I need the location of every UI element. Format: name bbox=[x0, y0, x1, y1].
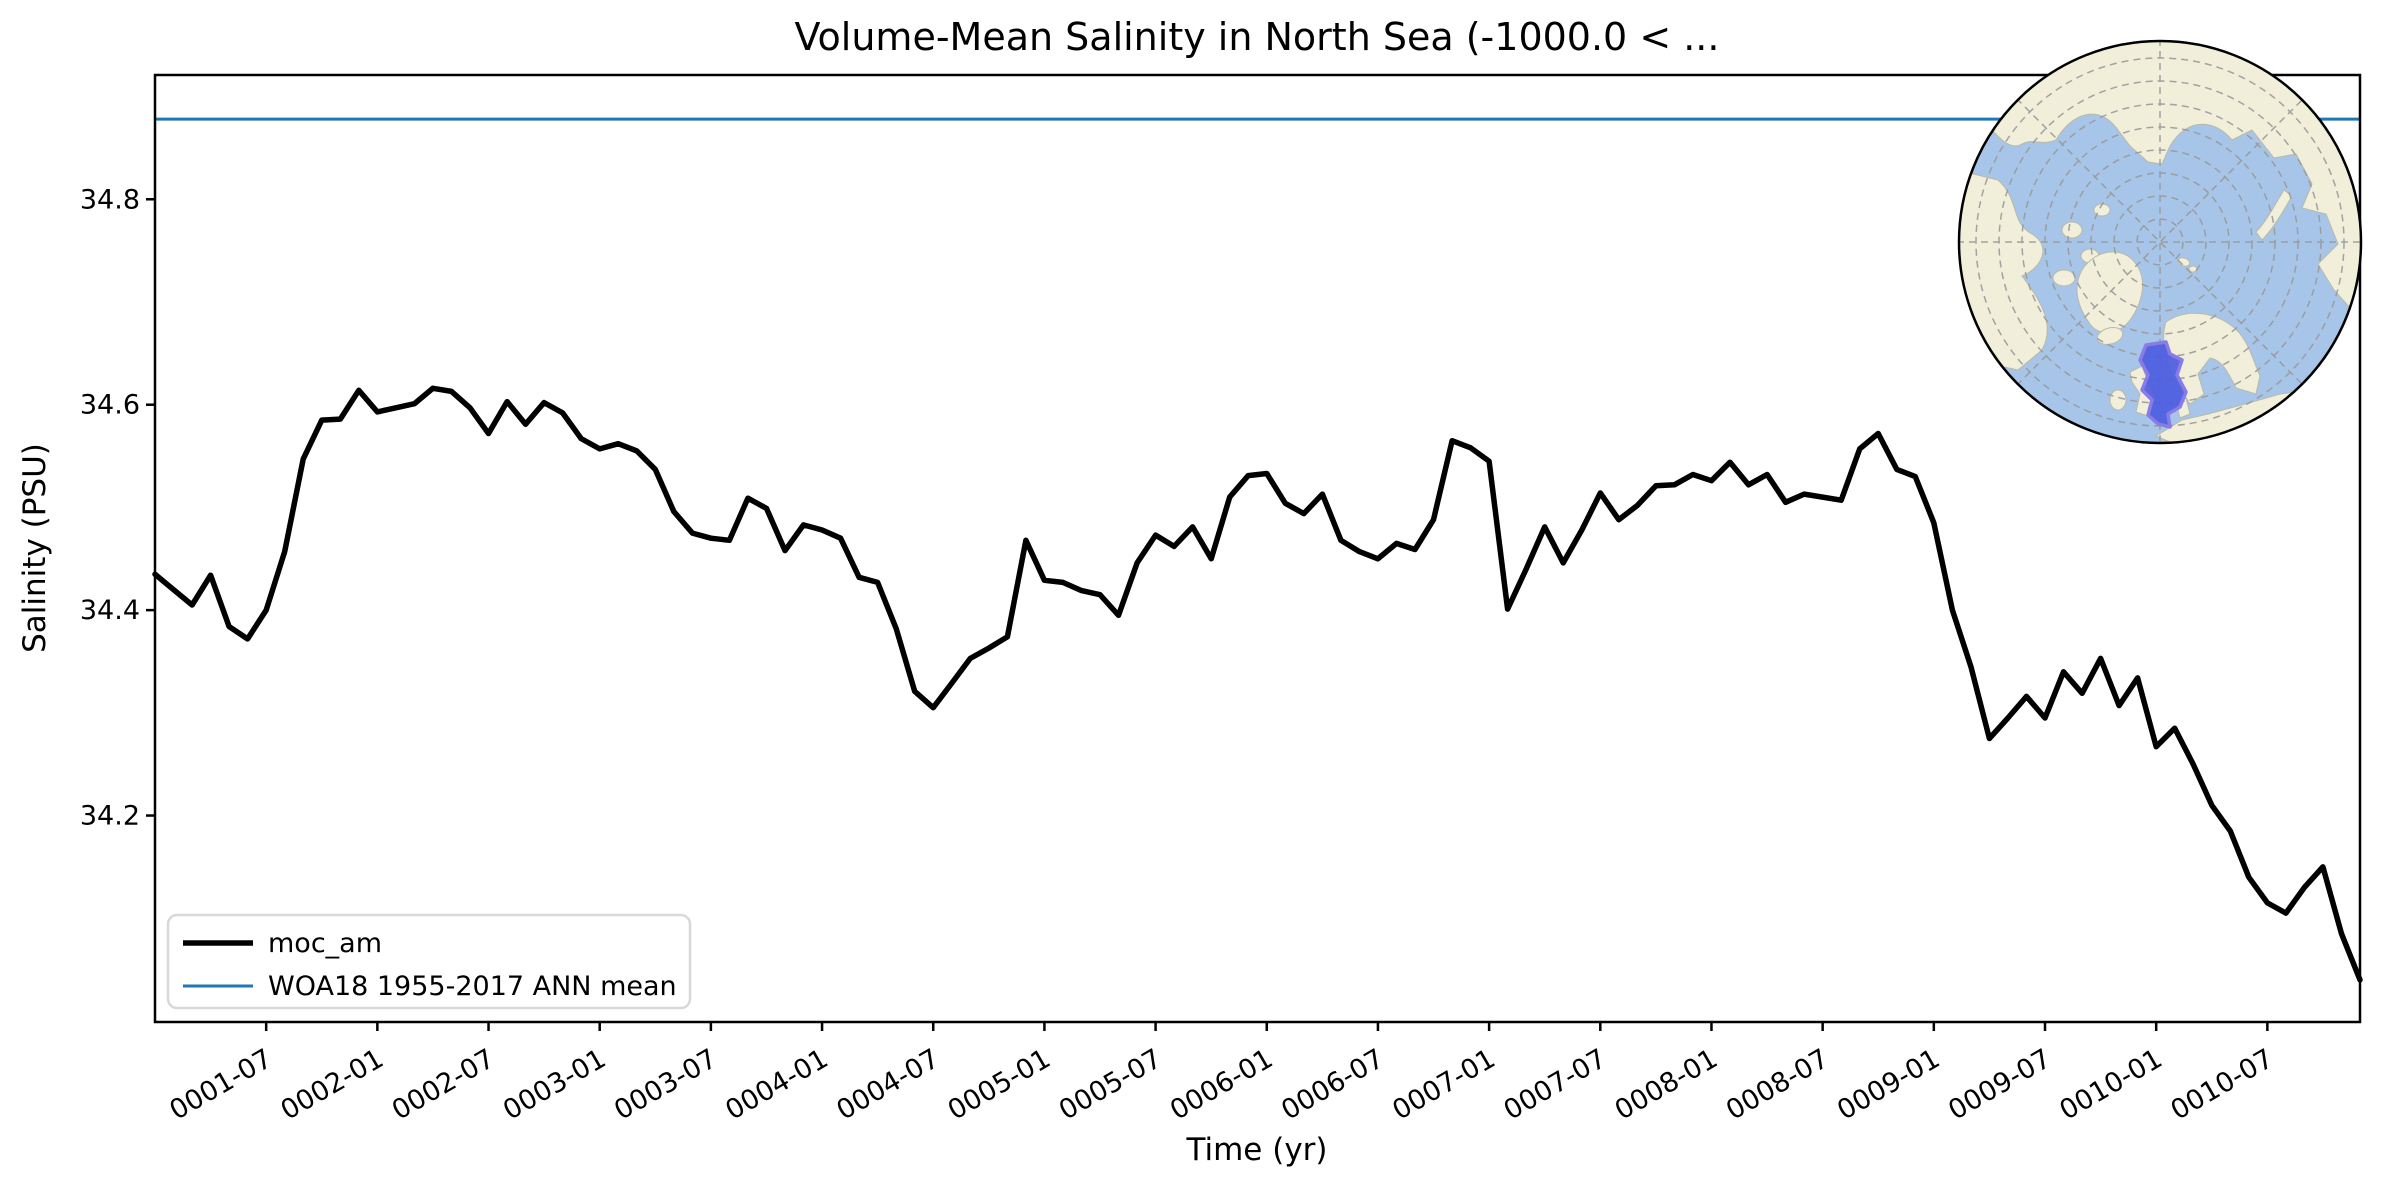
x-tick-label: 0007-07 bbox=[1499, 1043, 1612, 1126]
map-land-north-america bbox=[1959, 166, 2048, 371]
x-tick-label: 0002-07 bbox=[387, 1043, 500, 1126]
x-tick-label: 0001-07 bbox=[164, 1043, 277, 1126]
x-tick-label: 0009-01 bbox=[1832, 1043, 1945, 1126]
x-tick-label: 0009-07 bbox=[1943, 1043, 2056, 1126]
map-land-arctic-island bbox=[2052, 269, 2076, 287]
y-tick-label: 34.2 bbox=[80, 801, 140, 832]
x-tick-label: 0007-01 bbox=[1387, 1043, 1500, 1126]
legend-box bbox=[166, 913, 692, 1010]
x-axis-ticks: 0001-070002-010002-070003-010003-070004-… bbox=[164, 1022, 2279, 1126]
legend-label-woa18: WOA18 1955-2017 ANN mean bbox=[268, 971, 677, 1002]
series-line-moc-am bbox=[152, 385, 2363, 983]
map-land-ireland bbox=[2109, 389, 2127, 411]
x-tick-label: 0005-01 bbox=[943, 1043, 1056, 1126]
map-land-arctic-island bbox=[2061, 221, 2083, 239]
y-axis-label: Salinity (PSU) bbox=[17, 443, 53, 653]
x-axis-label: Time (yr) bbox=[1186, 1132, 1328, 1168]
x-tick-label: 0005-07 bbox=[1054, 1043, 1167, 1126]
x-tick-label: 0002-01 bbox=[276, 1043, 389, 1126]
inset-map bbox=[1957, 39, 2363, 445]
plot-frame bbox=[153, 73, 2362, 1024]
legend: moc_am WOA18 1955-2017 ANN mean bbox=[166, 913, 692, 1010]
x-tick-label: 0006-01 bbox=[1165, 1043, 1278, 1126]
y-tick-label: 34.4 bbox=[80, 595, 140, 626]
map-highlight-north-sea bbox=[2138, 340, 2188, 429]
legend-label-moc-am: moc_am bbox=[268, 928, 382, 959]
y-tick-label: 34.8 bbox=[80, 184, 140, 215]
x-tick-label: 0010-07 bbox=[2166, 1043, 2279, 1126]
map-land-svalbard bbox=[2188, 265, 2198, 273]
x-tick-label: 0004-07 bbox=[832, 1043, 945, 1126]
map-land-novaya-zemlya bbox=[2255, 189, 2293, 241]
x-tick-label: 0006-07 bbox=[1276, 1043, 1389, 1126]
y-tick-label: 34.6 bbox=[80, 390, 140, 421]
map-border bbox=[1957, 39, 2363, 445]
x-tick-label: 0008-07 bbox=[1721, 1043, 1834, 1126]
chart-title: Volume-Mean Salinity in North Sea (-1000… bbox=[795, 15, 1720, 59]
x-tick-label: 0010-01 bbox=[2054, 1043, 2167, 1126]
y-axis-ticks: 34.2 34.4 34.6 34.8 bbox=[80, 184, 155, 832]
x-tick-label: 0003-07 bbox=[609, 1043, 722, 1126]
x-tick-label: 0003-01 bbox=[498, 1043, 611, 1126]
x-tick-label: 0004-01 bbox=[720, 1043, 833, 1126]
x-tick-label: 0008-01 bbox=[1610, 1043, 1723, 1126]
